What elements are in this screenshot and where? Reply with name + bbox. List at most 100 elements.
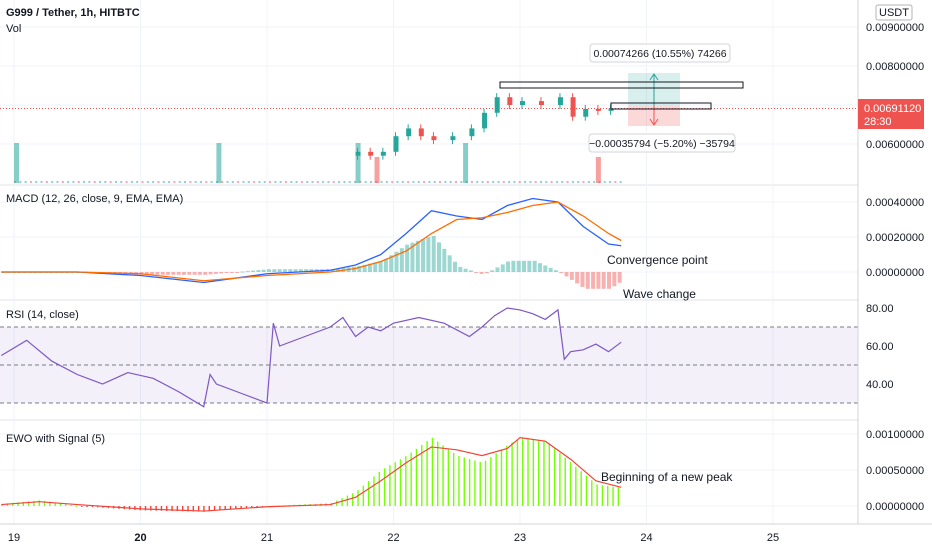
volume-bar [61, 181, 64, 183]
macd-tick-label: 0.00000000 [866, 267, 924, 279]
macd-histogram-bar [277, 269, 282, 272]
volume-bar [470, 181, 473, 183]
volume-bar [99, 181, 102, 183]
volume-spike [14, 143, 19, 183]
ewo-bar [235, 506, 237, 509]
volume-bar [237, 181, 240, 183]
measure-down-label-box [588, 133, 736, 153]
macd-histogram-bar [548, 267, 553, 272]
macd-histogram-bar [607, 272, 612, 289]
ewo-bar [192, 506, 195, 512]
volume-bar [269, 181, 272, 183]
macd-histogram-bar [479, 272, 484, 274]
ewo-bar [70, 504, 72, 506]
ewo-bar [516, 439, 519, 506]
macd-line [1, 197, 622, 284]
volume-bar [518, 181, 521, 183]
volume-bar [189, 181, 192, 183]
ewo-bar [452, 452, 455, 506]
volume-label[interactable]: Vol [6, 23, 21, 35]
time-axis[interactable]: 19 20 21 22 23 24 25 [8, 532, 779, 544]
volume-bar [157, 181, 160, 183]
macd-histogram-bar [362, 264, 367, 272]
macd-histogram-bar [506, 261, 511, 272]
macd-histogram-bar [219, 272, 224, 274]
ewo-bar [166, 506, 168, 511]
volume-bar [454, 181, 457, 183]
macd-histogram-bar [564, 272, 569, 277]
volume-bar [593, 181, 596, 183]
volume-bar [226, 181, 229, 183]
macd-histogram-bar [166, 272, 171, 275]
candle [418, 128, 424, 137]
volume-bar [24, 181, 27, 183]
symbol-title[interactable]: G999 / Tether, 1h, HITBTC [6, 7, 140, 19]
resistance-rectangle[interactable] [499, 81, 744, 89]
macd-histogram-bar [596, 272, 601, 289]
ewo-bar [548, 444, 550, 506]
ewo-bar [537, 440, 540, 506]
macd-histogram-bar [537, 263, 542, 272]
ewo-bar [527, 438, 529, 506]
macd-histogram-bar [405, 244, 410, 272]
rsi-title[interactable]: RSI (14, close) [6, 309, 79, 321]
ewo-bar [415, 448, 418, 506]
macd-histogram-bar [522, 260, 527, 272]
candle [507, 97, 513, 105]
volume-bar [492, 181, 495, 183]
volume-bar [587, 181, 590, 183]
macd-histogram-bar [304, 269, 309, 272]
macd-histogram-bar [394, 251, 399, 272]
ewo-bar [155, 506, 157, 511]
ewo-bar [11, 502, 14, 506]
volume-bar [407, 181, 410, 183]
ewo-bar [96, 506, 99, 508]
macd-histogram-bar [437, 242, 442, 272]
macd-histogram-bar [516, 260, 521, 272]
macd-histogram-bar [474, 272, 479, 273]
ewo-bar [150, 506, 152, 511]
currency-badge[interactable] [875, 4, 913, 21]
volume-bar [162, 181, 165, 183]
ewo-bar [208, 506, 210, 512]
volume-bar [343, 181, 346, 183]
macd-title[interactable]: MACD (12, 26, close, 9, EMA, EMA) [6, 193, 183, 205]
volume-bar [555, 181, 558, 183]
price-tick-label: 0.00800000 [866, 61, 924, 73]
volume-bar [444, 181, 447, 183]
ewo-bar [22, 501, 25, 506]
ewo-bar [463, 457, 465, 506]
macd-histogram-bar [553, 270, 558, 272]
volume-bar [524, 181, 527, 183]
macd-histogram-bar [160, 272, 165, 275]
volume-spike [463, 143, 469, 183]
ewo-bar [490, 457, 492, 506]
volume-bar [242, 181, 245, 183]
ewo-bar [442, 445, 444, 506]
volume-bar [210, 181, 213, 183]
ewo-bar [399, 459, 402, 506]
candle-countdown: 28:30 [864, 116, 892, 128]
candle [570, 97, 576, 117]
ewo-title[interactable]: EWO with Signal (5) [6, 433, 105, 445]
ewo-tick-label: 0.00050000 [866, 465, 924, 477]
candle [380, 151, 386, 156]
ewo-bar [362, 485, 365, 506]
macd-histogram-bar [187, 272, 192, 275]
ewo-bar [553, 448, 556, 506]
volume-bar [274, 181, 277, 183]
grid [0, 0, 858, 524]
volume-bar [130, 181, 133, 183]
macd-histogram-bar [399, 248, 404, 272]
time-tick-label: 23 [514, 532, 526, 544]
macd-histogram-bar [181, 272, 186, 275]
macd-histogram-bar [309, 269, 314, 272]
volume-bar [428, 181, 431, 183]
measure-down-arrowhead [649, 118, 659, 126]
rsi-line [1, 307, 622, 408]
volume-bar [391, 181, 394, 183]
volume-bar [136, 181, 139, 183]
macd-histogram-bar [245, 271, 250, 273]
time-tick-label: 19 [8, 532, 20, 544]
support-rectangle[interactable] [610, 102, 712, 110]
